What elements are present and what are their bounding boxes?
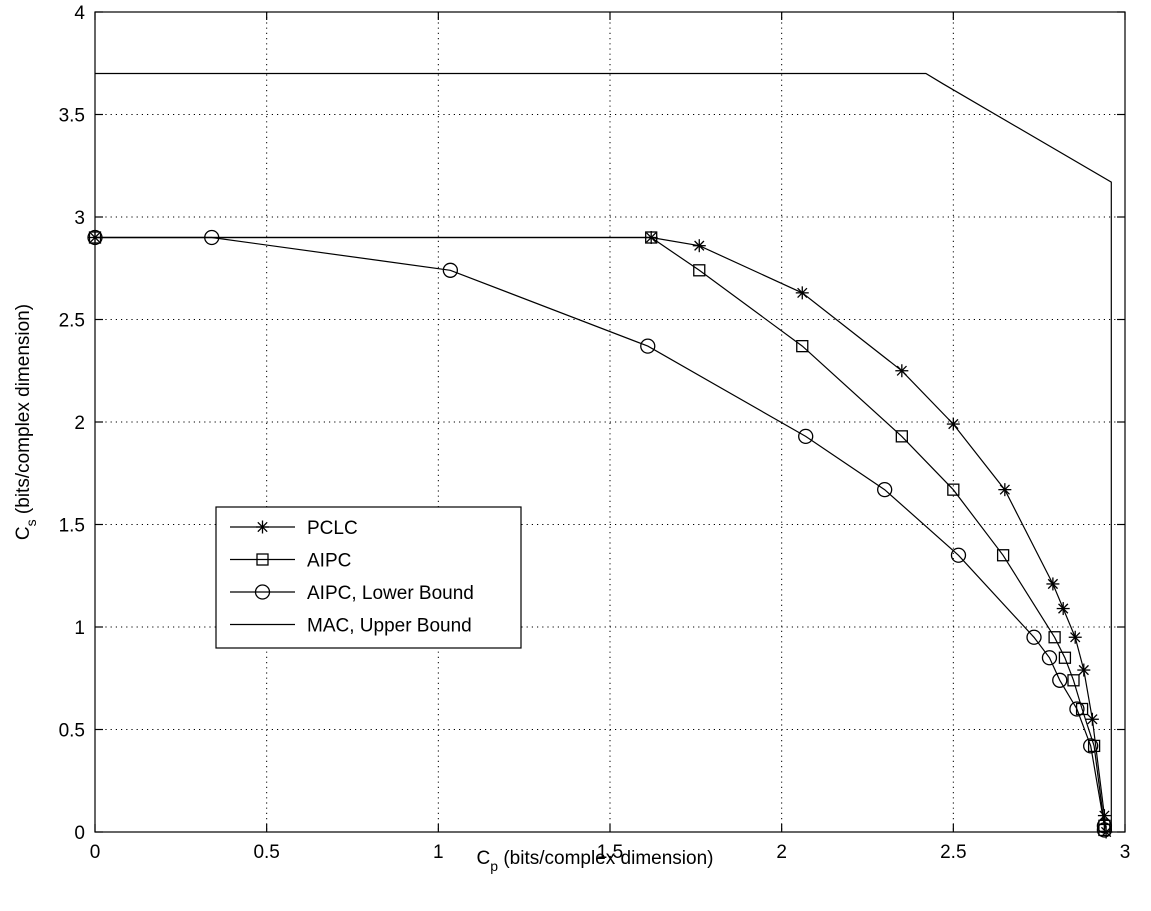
- y-tick-label: 4: [74, 3, 85, 24]
- legend: PCLC AIPC AIPC, Lower Bound MAC, Upper Boun…: [215, 506, 522, 649]
- series-line: [95, 72, 1112, 832]
- data-point-circle: [87, 229, 103, 246]
- data-point-circle: [1083, 738, 1099, 754]
- legend-entry: PCLC: [230, 518, 358, 539]
- y-tick-label: 1: [74, 618, 85, 639]
- series-lines: [87, 72, 1113, 839]
- data-point-square: [1058, 651, 1072, 664]
- y-axis-title-main: C: [13, 526, 34, 540]
- y-axis-title-subscript: s: [23, 519, 39, 526]
- x-tick-label: 1: [433, 842, 444, 863]
- y-tick-label: 2.5: [59, 311, 85, 332]
- x-tick-label: 3: [1120, 842, 1131, 863]
- y-tick-label: 0.5: [59, 721, 85, 742]
- legend-entry: MAC, Upper Bound: [230, 616, 472, 637]
- data-point-circle: [640, 338, 656, 354]
- data-point-circle: [1026, 629, 1042, 645]
- data-point-square: [1048, 631, 1061, 644]
- data-point-square: [1067, 674, 1080, 687]
- data-point-asterisk: [946, 417, 960, 431]
- x-tick-label: 1.5: [597, 842, 623, 863]
- legend-label: AIPC, Lower Bound: [307, 583, 474, 604]
- data-point-circle: [950, 547, 967, 563]
- data-point-circle: [877, 481, 893, 498]
- x-tick-label: 0.5: [253, 842, 279, 863]
- data-point-asterisk: [692, 239, 706, 253]
- data-point-circle: [204, 229, 220, 246]
- x-tick-label: 2.5: [940, 842, 966, 863]
- legend-entry: AIPC: [230, 551, 351, 572]
- data-point-circle: [254, 584, 271, 600]
- series-3: [95, 72, 1112, 832]
- data-point-circle: [798, 428, 814, 445]
- data-point-square: [895, 430, 908, 443]
- data-point-asterisk: [1056, 602, 1070, 616]
- data-point-square: [693, 264, 706, 277]
- data-point-square: [796, 339, 809, 353]
- y-tick-label: 3: [74, 208, 85, 229]
- y-tick-label: 2: [74, 413, 85, 434]
- data-point-square: [645, 231, 658, 244]
- x-axis-title-main: C: [477, 848, 491, 869]
- data-point-asterisk: [1085, 712, 1099, 726]
- series-0: [88, 231, 1113, 839]
- axis-ticks: 0 0.5 1 1.5 2 2.5 3 0 0.5 1 1.5 2 2.5 3 3.5 4: [59, 3, 1131, 863]
- data-point-asterisk: [1046, 577, 1060, 591]
- data-point-circle: [1052, 672, 1068, 688]
- legend-label: PCLC: [307, 518, 358, 539]
- y-axis-title-rest: (bits/complex dimension): [13, 304, 34, 519]
- series-line: [95, 236, 1106, 830]
- y-tick-label: 0: [74, 823, 85, 844]
- y-axis-title: Cs (bits/complex dimension): [13, 304, 39, 540]
- x-axis-title-subscript: p: [490, 858, 498, 874]
- legend-label: AIPC: [307, 551, 351, 572]
- legend-entry: AIPC, Lower Bound: [230, 583, 474, 604]
- data-point-circle: [1041, 650, 1058, 666]
- y-tick-label: 1.5: [59, 516, 85, 537]
- data-point-asterisk: [998, 483, 1012, 497]
- data-point-asterisk: [1068, 630, 1082, 644]
- x-axis-title: Cp (bits/complex dimension): [477, 848, 714, 874]
- series-2: [87, 229, 1113, 838]
- data-point-circle: [442, 262, 459, 278]
- x-tick-label: 2: [776, 842, 787, 863]
- data-point-asterisk: [1077, 663, 1091, 677]
- legend-label: MAC, Upper Bound: [307, 616, 472, 637]
- data-point-square: [947, 483, 960, 496]
- series-line: [95, 236, 1107, 833]
- data-point-circle: [1069, 701, 1085, 717]
- data-point-square: [256, 553, 269, 566]
- data-point-asterisk: [895, 364, 909, 378]
- data-point-square: [996, 549, 1010, 562]
- x-axis-title-rest: (bits/complex dimension): [498, 848, 713, 869]
- x-tick-label: 0: [90, 842, 101, 863]
- data-point-asterisk: [795, 286, 809, 300]
- y-tick-label: 3.5: [59, 106, 85, 127]
- data-point-asterisk: [256, 520, 269, 534]
